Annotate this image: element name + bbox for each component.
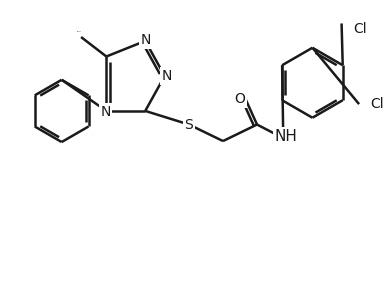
Text: Cl: Cl bbox=[353, 22, 367, 36]
Text: NH: NH bbox=[275, 129, 298, 144]
Text: S: S bbox=[185, 118, 193, 132]
Text: methyl: methyl bbox=[77, 31, 81, 32]
Text: Cl: Cl bbox=[371, 97, 384, 111]
Text: O: O bbox=[234, 92, 245, 106]
Text: N: N bbox=[100, 105, 110, 119]
Text: N: N bbox=[141, 33, 151, 47]
Text: N: N bbox=[161, 69, 172, 83]
